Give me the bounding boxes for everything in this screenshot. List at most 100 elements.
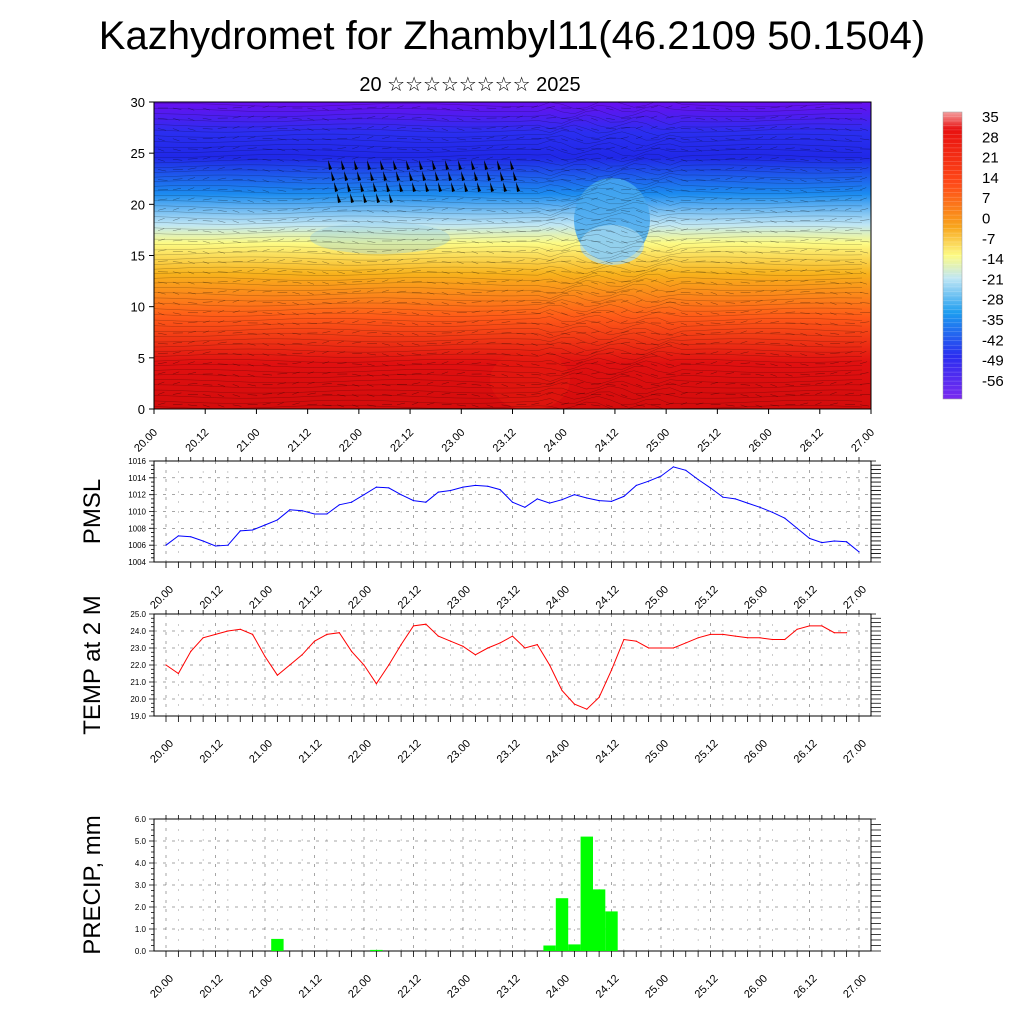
- heatmap-ytick-label: 10: [131, 300, 145, 315]
- series-point: [709, 487, 712, 489]
- page-title: Kazhydromet for Zhambyl11(46.2109 50.150…: [98, 14, 926, 58]
- series-point: [487, 485, 489, 487]
- wind-barb: [458, 160, 462, 170]
- heatmap-ytick-label: 30: [131, 95, 145, 110]
- wind-barb: [432, 160, 436, 170]
- colorbar-label: -7: [982, 231, 995, 248]
- series-point: [586, 497, 588, 499]
- wind-barb: [347, 182, 351, 192]
- pmsl-panel: 1004 1006 1008 1010 1012 1014 1016 20.00 20.12 21…: [79, 457, 881, 612]
- heatmap-xtick-label: 25.12: [696, 427, 724, 455]
- panel-xtick-label: 25.12: [693, 973, 721, 1001]
- series-point: [623, 638, 625, 641]
- panel-xtick-label: 22.00: [346, 738, 374, 766]
- wind-barb: [380, 160, 384, 170]
- series-point: [524, 647, 526, 649]
- panel-ytick-label: 1004: [128, 558, 146, 567]
- series-point: [648, 480, 650, 482]
- series-point: [759, 506, 761, 508]
- series-point: [784, 638, 786, 641]
- series-point: [425, 623, 427, 625]
- wind-barb: [331, 171, 335, 181]
- precip-bar: [543, 945, 556, 951]
- series-point: [264, 524, 266, 526]
- wind-barb: [477, 182, 481, 192]
- heatmap-ytick-label: 0: [138, 402, 145, 417]
- wind-barb: [438, 182, 442, 192]
- wind-barb: [328, 160, 332, 170]
- series-point: [672, 466, 675, 468]
- panel-xtick-label: 20.00: [148, 584, 176, 612]
- streamlines: [154, 102, 863, 409]
- panel-xtick-label: 25.00: [643, 973, 671, 1001]
- panel-ytick-label: 3.0: [135, 881, 147, 890]
- series-point: [363, 494, 365, 496]
- panel-xtick-label: 21.12: [297, 738, 325, 766]
- series-point: [734, 635, 736, 637]
- series-point: [697, 478, 699, 481]
- panel-ytick-label: 24.0: [130, 627, 146, 636]
- colorbar-label: -14: [982, 251, 1004, 268]
- series-point: [474, 484, 476, 486]
- series-point: [635, 484, 637, 486]
- wind-barb: [389, 193, 393, 203]
- wind-barb: [412, 182, 416, 192]
- series-point: [511, 635, 514, 637]
- series-point: [276, 519, 278, 521]
- wind-barb: [334, 182, 338, 192]
- series-point: [375, 486, 377, 488]
- wind-barb: [435, 171, 439, 181]
- series-point: [437, 635, 439, 637]
- colorbar-label: 35: [982, 109, 999, 126]
- series-point: [821, 542, 823, 544]
- wind-barb: [396, 171, 400, 181]
- panel-ytick-label: 1008: [128, 524, 146, 533]
- colorbar-legend: 35 28 21 14 7 0 -7 -14 -21 -28 -35 -42 -49 -56: [942, 109, 1004, 400]
- wind-barb: [445, 160, 449, 170]
- precip-bar: [271, 938, 284, 951]
- panel-yticks: [149, 613, 881, 717]
- series-point: [648, 647, 650, 649]
- series-point: [759, 637, 761, 639]
- colorbar-label: 7: [982, 190, 990, 207]
- panel-ytick-label: 1006: [128, 541, 146, 550]
- heatmap-field: [154, 102, 871, 409]
- series-point: [412, 500, 415, 502]
- colorbar-label: -28: [982, 292, 1004, 309]
- series-point: [722, 633, 724, 636]
- panel-xtick-label: 20.12: [198, 738, 226, 766]
- series-point: [177, 535, 179, 537]
- series-point: [412, 625, 415, 627]
- series-point: [858, 551, 860, 553]
- panel-xtick-label: 21.12: [297, 973, 325, 1001]
- heatmap-ytick-label: 20: [131, 197, 145, 212]
- series-point: [338, 632, 340, 634]
- page-subtitle: 20 ☆☆☆☆☆☆☆☆ 2025: [359, 74, 581, 96]
- wind-barb: [357, 171, 361, 181]
- series-point: [685, 469, 687, 471]
- warm-plume: [490, 350, 570, 409]
- series-point: [808, 625, 811, 627]
- colorbar-label: -49: [982, 353, 1004, 370]
- heatmap-ytick-label: 15: [131, 249, 145, 264]
- panel-ylabel: PRECIP, mm: [79, 815, 106, 955]
- heatmap-features: [154, 102, 871, 409]
- series-point: [511, 501, 514, 503]
- series-point: [202, 540, 204, 542]
- series-point: [388, 664, 390, 666]
- panel-yticks: [149, 460, 881, 563]
- panel-ytick-label: 1012: [128, 491, 146, 500]
- panel-ytick-label: 22.0: [130, 661, 146, 670]
- wind-barb: [448, 171, 452, 181]
- series-point: [450, 640, 452, 642]
- series-point: [672, 647, 675, 649]
- series-point: [313, 513, 316, 515]
- panel-xtick-label: 24.12: [594, 973, 622, 1001]
- wind-barb: [406, 160, 410, 170]
- series-line: [165, 623, 847, 710]
- wind-barb: [516, 182, 520, 192]
- series-point: [190, 650, 192, 653]
- series-point: [351, 650, 353, 653]
- series-point: [833, 632, 835, 634]
- panel-ytick-label: 4.0: [135, 859, 147, 868]
